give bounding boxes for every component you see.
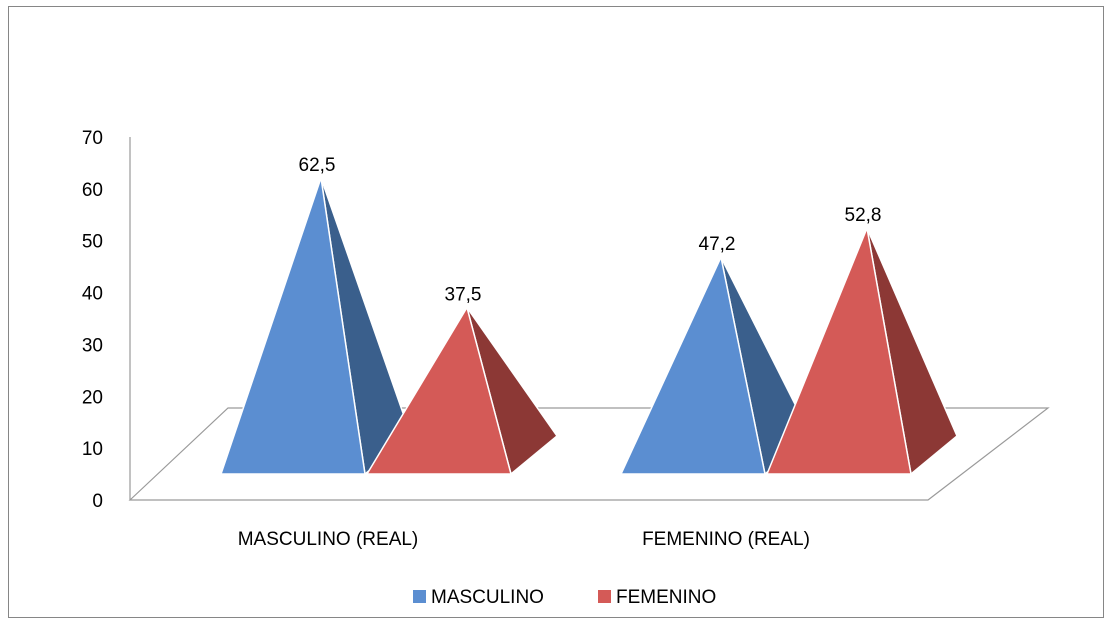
legend-label: FEMENINO — [616, 587, 716, 608]
pyramid-front-face — [766, 227, 912, 475]
pyramid-front-face — [366, 306, 512, 475]
y-tick-label: 0 — [92, 491, 103, 512]
y-tick-label: 60 — [82, 180, 103, 201]
legend-swatch — [413, 590, 426, 603]
y-axis-ticks: 0 10 20 30 40 50 60 70 — [82, 128, 103, 512]
legend-item: FEMENINO — [598, 587, 716, 608]
pyramid-mark — [766, 227, 958, 475]
data-labels: 62,5 37,5 47,2 52,8 — [299, 155, 882, 306]
y-tick-label: 30 — [82, 335, 103, 356]
legend: MASCULINO FEMENINO — [413, 587, 716, 608]
category-labels: MASCULINO (REAL) FEMENINO (REAL) — [238, 529, 810, 550]
data-label: 47,2 — [699, 234, 736, 255]
pyramid-mark — [220, 177, 412, 475]
pyramid-series — [220, 177, 958, 475]
chart-frame — [8, 6, 1104, 618]
pyramid-front-face — [220, 177, 366, 475]
data-label: 37,5 — [445, 285, 482, 306]
y-tick-label: 70 — [82, 128, 103, 149]
data-label: 52,8 — [845, 205, 882, 226]
legend-item: MASCULINO — [413, 587, 544, 608]
category-label: FEMENINO (REAL) — [642, 529, 810, 550]
category-label: MASCULINO (REAL) — [238, 529, 419, 550]
y-tick-label: 10 — [82, 439, 103, 460]
legend-swatch — [598, 590, 611, 603]
legend-label: MASCULINO — [431, 587, 544, 608]
pyramid-mark — [366, 306, 558, 475]
y-tick-label: 20 — [82, 387, 103, 408]
data-label: 62,5 — [299, 155, 336, 176]
y-tick-label: 40 — [82, 284, 103, 305]
pyramid-front-face — [620, 256, 766, 475]
y-tick-label: 50 — [82, 232, 103, 253]
